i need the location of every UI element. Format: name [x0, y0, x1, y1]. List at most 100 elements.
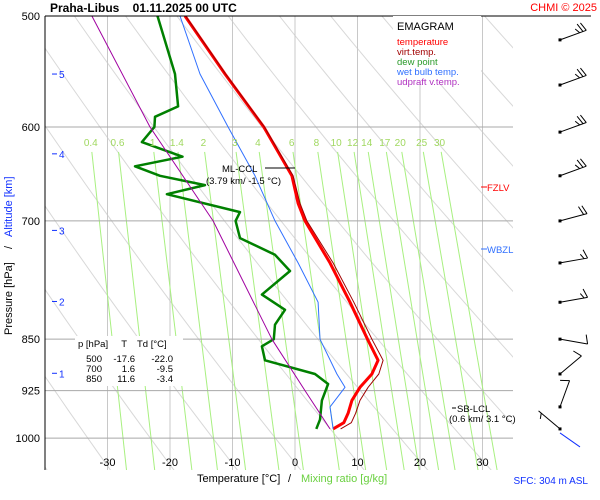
barb-staff [559, 122, 587, 133]
mixing-ratio-label: 1 [150, 138, 156, 149]
pressure-tick-label: 500 [22, 11, 40, 23]
x-axis-label-mixing: Mixing ratio [g/kg] [301, 473, 387, 485]
mixing-ratio-label: 8 [314, 138, 320, 149]
table-cell: -22.0 [151, 354, 173, 365]
barb-station [558, 174, 562, 178]
fzlv-marker: FZLV [481, 183, 510, 194]
wbzl-label: WBZL [487, 245, 513, 256]
mixing-ratio-label: 17 [379, 138, 391, 149]
dry-adiabat [45, 375, 112, 470]
legend: EMAGRAM temperature virt.temp. dew point… [393, 16, 481, 88]
wbzl-marker: WBZL [481, 245, 513, 256]
axes: 0.4 0.6 1 1.4 2 3 4 6 8 10 12 14 17 20 25 3050060070085… [16, 11, 591, 470]
altitude-tick-label: 5 [59, 70, 65, 81]
mixing-ratio-line [153, 151, 193, 470]
barb-feather [574, 28, 581, 34]
barb-station [558, 372, 562, 376]
altitude-tick-label: 4 [59, 150, 65, 161]
barb-feather [539, 413, 542, 420]
mixing-ratio-label: 3 [232, 138, 238, 149]
dry-adiabat [45, 124, 302, 470]
table-cell: -9.5 [157, 364, 173, 375]
table-cell: 500 [86, 354, 102, 365]
barb-feather [574, 164, 581, 169]
series-dew-point [133, 16, 330, 430]
mixing-ratio-label: 0.6 [111, 138, 125, 149]
legend-dew-point: dew point [397, 57, 438, 68]
table-cell: 11.6 [117, 374, 135, 385]
legend-temperature: temperature [397, 37, 448, 48]
pressure-tick-label: 600 [22, 122, 40, 134]
mixing-ratio-label: 30 [434, 138, 446, 149]
barb-feather [580, 67, 587, 76]
barb-feather [576, 68, 584, 77]
mixing-ratio-line [353, 151, 405, 470]
barb-staff [559, 296, 588, 303]
temperature-tick-label: 0 [292, 457, 298, 469]
legend-virt-temp: virt.temp. [397, 47, 436, 58]
dry-adiabat [45, 205, 238, 470]
dry-adiabat [278, 16, 513, 293]
table-cell: 850 [86, 374, 102, 385]
barb-feather [580, 158, 587, 167]
y-axis-label-altitude: Altitude [km] [3, 176, 15, 237]
mixing-ratio-label: 6 [289, 138, 295, 149]
barb-feather [576, 159, 584, 168]
barb-station [558, 38, 562, 42]
temperature-tick-label: 30 [476, 457, 488, 469]
barb-staff [538, 410, 561, 430]
barb-staff [559, 257, 588, 264]
y-axis-title: Pressure [hPa] / Altitude [km] [3, 176, 15, 335]
dry-adiabat [381, 16, 513, 167]
pressure-tick-label: 925 [22, 386, 40, 398]
barb-feather [585, 334, 589, 345]
barb-staff [559, 380, 571, 408]
temperature-tick-label: 20 [414, 457, 426, 469]
legend-updraft: udpraft v.temp. [397, 77, 460, 88]
series-wet-bulb-temp [179, 16, 346, 429]
barb-feather [574, 73, 581, 79]
barb-feather [579, 293, 585, 299]
series-udpraft-v-temp [91, 16, 331, 430]
barb-feather [573, 350, 582, 357]
legend-title: EMAGRAM [397, 21, 454, 33]
y-axis-separator: / [3, 245, 15, 249]
fzlv-label: FZLV [487, 183, 510, 194]
barb-feather [576, 23, 584, 32]
mixing-ratio-label: 4 [255, 138, 261, 149]
y-axis-label-pressure: Pressure [hPa] [3, 262, 15, 335]
dry-adiabat [513, 0, 600, 496]
mixing-ratio-line [177, 151, 218, 470]
mixing-ratio-line [204, 151, 247, 470]
mixing-ratio-line [440, 151, 498, 470]
mixing-ratio-line [337, 151, 388, 470]
table-cell: -3.4 [157, 374, 173, 385]
wind-barb [558, 249, 589, 265]
x-axis-label-temperature: Temperature [°C] [197, 473, 280, 485]
barb-station [558, 405, 562, 409]
sb-lcl-label: SB-LCL [457, 404, 490, 415]
temperature-tick-label: -20 [162, 457, 178, 469]
temperature-tick-label: 10 [351, 457, 363, 469]
wind-barb [558, 288, 589, 304]
mixing-ratio-line [401, 151, 456, 470]
barb-feather [580, 22, 587, 31]
ml-ccl-value: (3.79 km/ -1.5 °C) [206, 176, 281, 187]
surface-elevation: SFC: 304 m ASL [514, 476, 589, 487]
barb-station [558, 337, 562, 341]
barb-feather [578, 206, 585, 215]
table-cell: 1.6 [122, 364, 135, 375]
profiles [91, 16, 384, 431]
barb-feather [581, 205, 588, 214]
table-cell: -17.6 [113, 354, 135, 365]
wind-barb [558, 22, 587, 42]
mixing-ratio-label: 10 [331, 138, 343, 149]
mixing-ratio-label: 14 [361, 138, 373, 149]
barb-feather [574, 120, 581, 126]
barb-feather [582, 249, 589, 259]
wind-barb [558, 350, 582, 376]
sb-lcl-annotation: SB-LCL (0.6 km/ 3.1 °C) [449, 404, 516, 425]
wind-barb [558, 334, 589, 345]
wind-barb [538, 410, 562, 431]
barb-staff [559, 74, 587, 86]
